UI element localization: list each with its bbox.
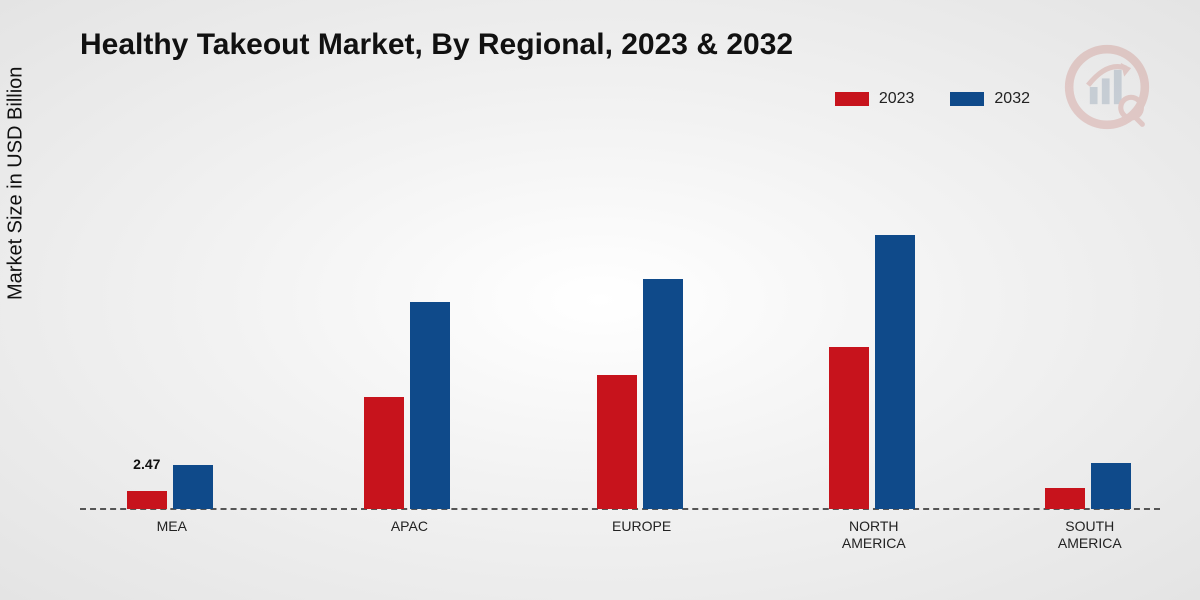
- x-tick-label: MEA: [157, 518, 187, 535]
- legend-label-2032: 2032: [994, 90, 1030, 108]
- bar-2032: [1091, 463, 1131, 509]
- chart-title: Healthy Takeout Market, By Regional, 202…: [80, 28, 793, 62]
- watermark-logo: [1064, 44, 1150, 130]
- value-label: 2.47: [133, 456, 160, 472]
- chart-canvas: Healthy Takeout Market, By Regional, 202…: [0, 0, 1200, 600]
- bar-2023: [364, 397, 404, 509]
- x-tick-label: APAC: [391, 518, 428, 535]
- y-axis-label: Market Size in USD Billion: [5, 67, 28, 300]
- plot-area: MEAAPACEUROPENORTH AMERICASOUTH AMERICA2…: [80, 150, 1160, 510]
- x-tick-label: NORTH AMERICA: [842, 518, 906, 552]
- x-tick-label: EUROPE: [612, 518, 671, 535]
- legend-label-2023: 2023: [879, 90, 915, 108]
- bar-2023: [597, 375, 637, 509]
- bar-2023: [829, 347, 869, 509]
- legend-swatch-2023: [835, 92, 869, 106]
- legend: 2023 2032: [835, 90, 1030, 108]
- legend-item-2032: 2032: [950, 90, 1030, 108]
- bar-2032: [875, 235, 915, 509]
- legend-swatch-2032: [950, 92, 984, 106]
- bar-2032: [173, 465, 213, 509]
- bar-2023: [127, 491, 167, 509]
- x-tick-label: SOUTH AMERICA: [1058, 518, 1122, 552]
- bar-2032: [410, 302, 450, 509]
- bar-2023: [1045, 488, 1085, 509]
- legend-item-2023: 2023: [835, 90, 915, 108]
- bar-2032: [643, 279, 683, 509]
